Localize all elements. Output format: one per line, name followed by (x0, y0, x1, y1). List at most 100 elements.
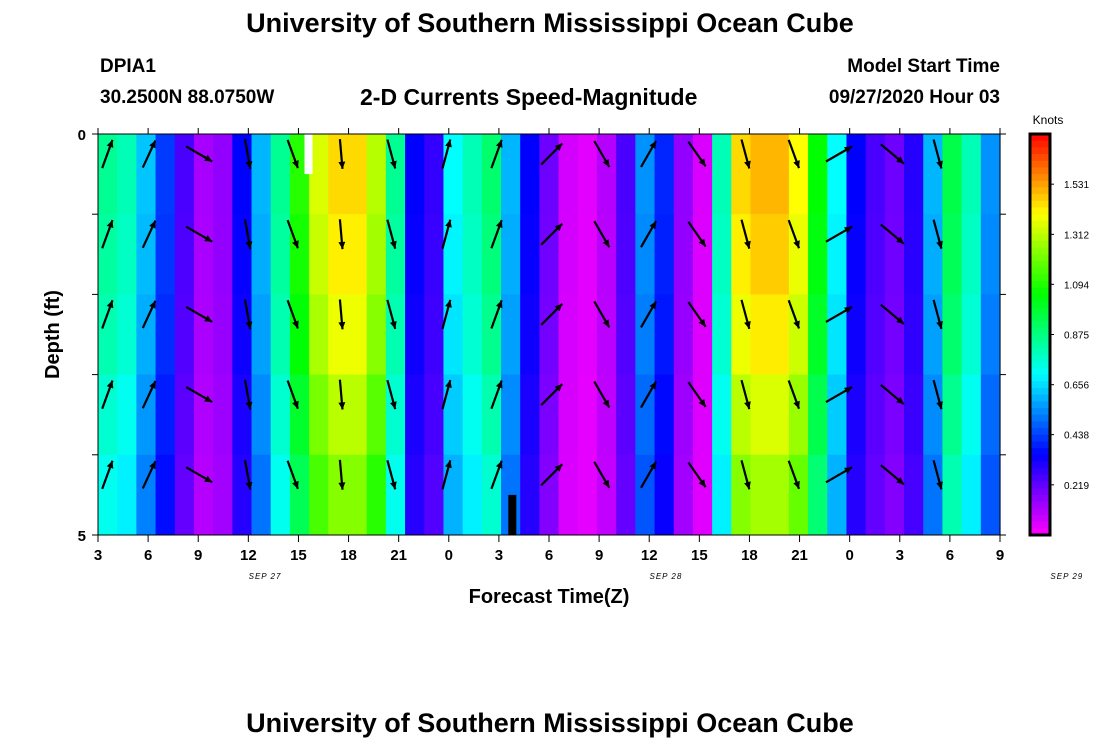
heatmap-cell (692, 214, 713, 295)
date-label: SEP 29 (1050, 572, 1083, 581)
heatmap-cell (443, 214, 464, 295)
arrow-head (844, 387, 852, 394)
heatmap-cell (961, 454, 982, 536)
colorbar-segment (1030, 501, 1050, 509)
heatmap-cell (616, 294, 636, 375)
marker-bars (304, 134, 517, 535)
heatmap-cell (577, 214, 598, 295)
current-arrow (490, 299, 503, 329)
heatmap-cell (405, 454, 425, 536)
current-arrow (540, 303, 564, 326)
colorbar-segment (1030, 267, 1050, 275)
heatmap-cell (884, 374, 905, 456)
heatmap-cell (213, 214, 233, 295)
arrow-head (744, 321, 751, 329)
current-arrow (740, 299, 751, 330)
colorbar-segment (1030, 247, 1050, 255)
current-arrow (141, 139, 157, 169)
arrow-head (896, 477, 904, 485)
arrow-head (896, 156, 904, 164)
x-axis-title: Forecast Time(Z) (469, 586, 630, 608)
arrow-head (495, 139, 503, 148)
current-arrow (880, 223, 905, 245)
heatmap-cell (251, 294, 272, 375)
heatmap-cell (712, 134, 732, 215)
current-arrow (386, 299, 397, 330)
current-arrow (540, 463, 564, 487)
arrow-head (554, 303, 563, 312)
heatmap-cell (251, 214, 272, 295)
arrow-head (204, 154, 213, 162)
colorbar-segment (1030, 301, 1050, 309)
heatmap-cell (193, 454, 214, 536)
colorbar-segment (1030, 281, 1050, 289)
heatmap-cell (136, 294, 157, 375)
arrow-head (936, 481, 943, 490)
colorbar-segment (1030, 234, 1050, 242)
heatmap-cell (769, 454, 790, 536)
colorbar-segment (1030, 294, 1050, 302)
arrow-head (495, 460, 503, 469)
arrow-head (149, 220, 156, 229)
arrow-head (936, 240, 943, 249)
page-title: University of Southern Mississippi Ocean… (246, 8, 854, 38)
current-arrow (490, 460, 503, 490)
current-arrow (640, 381, 657, 409)
x-tick-label: 9 (194, 547, 202, 564)
heatmap-cell (462, 214, 483, 295)
heatmap-cell (827, 214, 848, 295)
heatmap-cell (289, 214, 310, 295)
heatmap-cell (309, 134, 329, 215)
heatmap-cell (904, 134, 924, 215)
colorbar-segment (1030, 140, 1050, 148)
colorbar-tick-label: 0.219 (1064, 481, 1089, 492)
heatmap-cell (251, 374, 272, 456)
arrow-head (554, 464, 563, 472)
y-axis: 05 (78, 127, 1006, 545)
current-arrow (338, 299, 346, 330)
heatmap-cell (769, 374, 790, 456)
heatmap-cell (673, 374, 694, 456)
heatmap-cell (750, 374, 771, 456)
current-arrow (185, 145, 213, 163)
current-arrow (185, 305, 213, 323)
heatmap-cell (289, 294, 310, 375)
heatmap-cell (980, 134, 1001, 215)
heatmap-cell (424, 294, 445, 375)
arrow-head (495, 220, 503, 229)
heatmap-cell (846, 134, 867, 215)
heatmap-cell (865, 374, 886, 456)
arrow-head (602, 159, 610, 167)
current-arrow (441, 460, 452, 490)
arrow-head (149, 140, 156, 149)
heatmap-cell (654, 454, 675, 536)
current-arrow (593, 140, 611, 168)
colorbar-segment (1030, 494, 1050, 503)
colorbar-segment (1030, 260, 1050, 269)
colorbar-segment (1030, 214, 1050, 222)
x-tick-label: 6 (144, 547, 152, 564)
current-arrow (787, 299, 801, 329)
heatmap-cell (366, 294, 387, 375)
heatmap-cell (155, 454, 176, 536)
x-axis: 3 6 9 12 15 18 21 0 3 6 9 12 15 18 21 0 3 6 9 SEP 27 SEP 28 S… (94, 128, 1083, 581)
colorbar-segment (1030, 187, 1050, 195)
heatmap-cell (635, 374, 656, 456)
heatmap-cell (347, 454, 368, 536)
colorbar-segment (1030, 394, 1050, 402)
current-arrow (932, 219, 943, 249)
heatmap-cell (923, 134, 944, 215)
arrow-head (896, 316, 904, 324)
current-arrow (441, 299, 452, 330)
current-arrow (687, 141, 707, 167)
current-arrow (185, 225, 213, 243)
current-arrow (286, 460, 299, 490)
arrow-head (495, 380, 503, 389)
current-arrow (101, 460, 114, 490)
heatmap-cell (309, 374, 329, 456)
x-tick-label: 18 (741, 547, 758, 564)
colorbar-segment (1030, 307, 1050, 315)
colorbar-segment (1030, 454, 1050, 462)
x-tick-label: 18 (340, 547, 357, 564)
heatmap-cell (750, 294, 771, 375)
